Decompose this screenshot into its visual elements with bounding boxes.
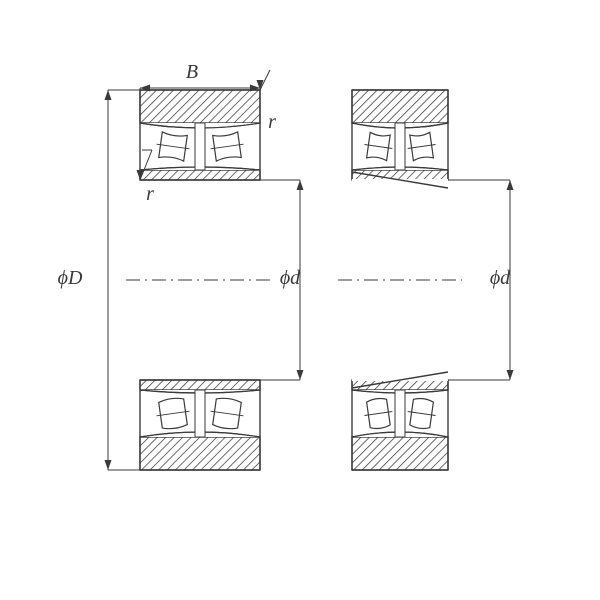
label-phid1: ϕd [280,267,301,289]
label-r2: r [146,183,154,205]
label-r1: r [268,111,276,133]
bearing-diagram: Br r ϕD ϕd ϕd [0,0,600,600]
label-phiD: ϕD [58,267,83,289]
label-B: B [186,61,198,83]
label-phid2: ϕd [490,267,511,289]
